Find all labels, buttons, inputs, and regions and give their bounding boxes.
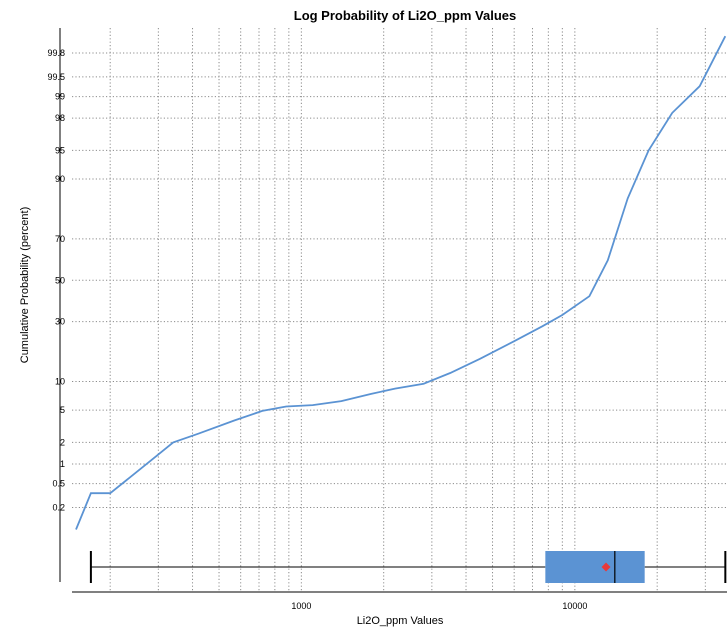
grid-lines [72, 28, 727, 592]
y-tick-label: 0.2 [52, 503, 65, 513]
cumulative-probability-line [75, 35, 727, 530]
y-tick-label: 0.5 [52, 479, 65, 489]
y-tick-label: 99.5 [47, 72, 65, 82]
x-tick-labels: 1000 10000 [291, 601, 587, 611]
boxplot [89, 551, 727, 583]
x-tick-label: 1000 [291, 601, 311, 611]
interquartile-box [545, 551, 645, 583]
y-tick-label: 5 [60, 405, 65, 415]
y-axis-label: Cumulative Probability (percent) [19, 207, 31, 364]
y-tick-label: 2 [60, 437, 65, 447]
y-tick-label: 1 [60, 459, 65, 469]
x-tick-label: 10000 [562, 601, 587, 611]
y-tick-label: 99.8 [47, 48, 65, 58]
probability-series [75, 35, 727, 530]
axes [59, 28, 727, 593]
mean-marker [601, 562, 611, 572]
chart-title: Log Probability of Li2O_ppm Values [294, 8, 516, 23]
x-axis-label: Li2O_ppm Values [357, 615, 444, 627]
